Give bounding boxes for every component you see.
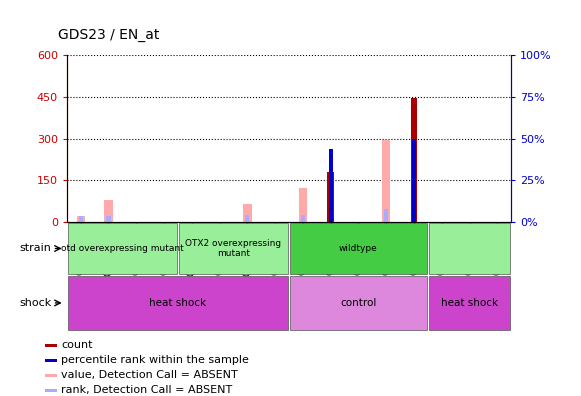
Bar — [179, 223, 288, 274]
Text: strain: strain — [19, 244, 51, 253]
Bar — [45, 344, 57, 347]
Bar — [77, 216, 85, 222]
Text: OTX2 overexpressing
mutant: OTX2 overexpressing mutant — [185, 239, 282, 258]
Text: wildtype: wildtype — [339, 244, 378, 253]
Bar — [329, 148, 333, 222]
Bar — [243, 204, 252, 222]
Bar — [301, 215, 305, 222]
Bar — [45, 374, 57, 377]
Bar — [105, 200, 113, 222]
Text: rank, Detection Call = ABSENT: rank, Detection Call = ABSENT — [61, 385, 232, 395]
Text: percentile rank within the sample: percentile rank within the sample — [61, 355, 249, 366]
Text: value, Detection Call = ABSENT: value, Detection Call = ABSENT — [61, 370, 238, 380]
Text: GDS23 / EN_at: GDS23 / EN_at — [58, 28, 159, 42]
Bar — [412, 139, 416, 222]
Bar — [45, 359, 57, 362]
Bar — [78, 216, 83, 222]
Bar — [429, 276, 510, 329]
Bar — [245, 215, 249, 222]
Bar — [290, 223, 427, 274]
Bar — [299, 188, 307, 222]
Text: count: count — [61, 341, 92, 350]
Bar — [68, 223, 177, 274]
Text: otd overexpressing mutant: otd overexpressing mutant — [61, 244, 184, 253]
Bar — [290, 276, 427, 329]
Bar — [411, 98, 417, 222]
Bar — [384, 209, 388, 222]
Bar — [429, 223, 510, 274]
Bar — [68, 276, 288, 329]
Text: shock: shock — [19, 298, 51, 308]
Text: control: control — [340, 298, 376, 308]
Bar — [327, 172, 334, 222]
Bar — [45, 389, 57, 392]
Text: heat shock: heat shock — [149, 298, 206, 308]
Text: heat shock: heat shock — [441, 298, 498, 308]
Bar — [382, 140, 390, 222]
Bar — [106, 216, 110, 222]
